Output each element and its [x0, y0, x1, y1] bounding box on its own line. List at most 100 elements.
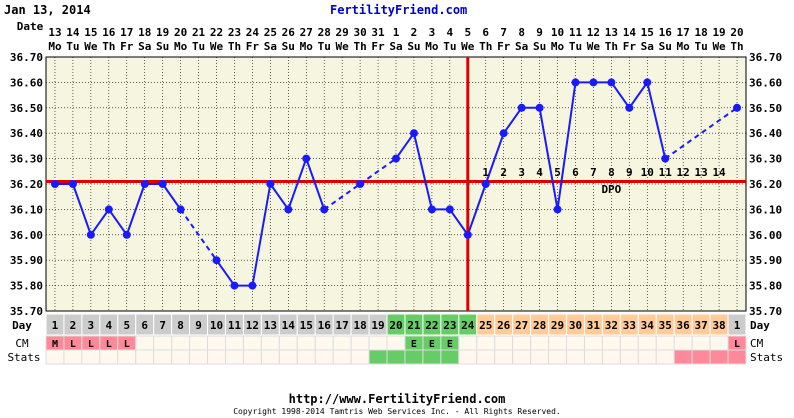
date-number: 15 — [84, 26, 97, 39]
day-number: 15 — [300, 319, 313, 332]
weekday-label: Th — [102, 40, 115, 53]
day-number: 10 — [210, 319, 223, 332]
date-number: 22 — [210, 26, 223, 39]
day-number: 24 — [461, 319, 475, 332]
cm-value: M — [52, 339, 58, 350]
cm-value: L — [124, 339, 130, 350]
day-number: 6 — [141, 319, 148, 332]
day-number: 17 — [336, 319, 349, 332]
date-number: 14 — [66, 26, 80, 39]
temp-point — [230, 281, 239, 290]
cm-cell — [296, 335, 316, 351]
temp-point — [427, 205, 436, 214]
date-number: 9 — [536, 26, 543, 39]
cm-cell — [242, 335, 262, 351]
stats-cell — [368, 349, 388, 365]
weekday-label: We — [461, 40, 475, 53]
date-number: 27 — [300, 26, 313, 39]
day-number: 2 — [70, 319, 77, 332]
day-number: 30 — [569, 319, 582, 332]
stats-row-label-left: Stats — [7, 351, 40, 364]
temp-point — [517, 103, 526, 112]
day-number: 35 — [659, 319, 672, 332]
date-number: 12 — [587, 26, 600, 39]
cm-cell — [512, 335, 532, 351]
temp-segment — [449, 208, 469, 236]
day-number: 38 — [712, 319, 725, 332]
weekday-label: Tu — [695, 40, 708, 53]
temp-segment — [538, 107, 559, 210]
weekday-label: Mo — [174, 40, 188, 53]
cm-cell — [314, 335, 334, 351]
temp-point — [481, 180, 490, 188]
temp-segment — [610, 81, 631, 109]
y-tick-left: 35.90 — [10, 254, 43, 267]
cm-cell — [260, 335, 280, 351]
bbt-chart: 36.70 36.70 36.60 36.60 36.50 36.50 36.40 36.40… — [7, 20, 783, 365]
day-number: 19 — [371, 319, 384, 332]
temp-segment — [502, 107, 523, 134]
stats-cell — [673, 349, 693, 365]
stats-cell — [422, 349, 442, 365]
day-number: 12 — [246, 319, 259, 332]
cm-cell — [278, 335, 298, 351]
temp-segment — [108, 208, 128, 236]
date-number: 2 — [411, 26, 418, 39]
temp-point — [625, 103, 634, 112]
weekday-label: Su — [407, 40, 420, 53]
weekday-label: Sa — [264, 40, 277, 53]
weekday-label: Th — [353, 40, 366, 53]
day-row-label-right: Day — [750, 319, 770, 332]
temp-point — [212, 256, 221, 265]
weekday-label: Th — [730, 40, 743, 53]
footer-copyright: Copyright 1998-2014 Tamtris Web Services… — [233, 407, 561, 416]
temp-segment — [484, 132, 505, 185]
stats-cell — [440, 349, 460, 365]
temp-point — [158, 180, 167, 188]
cm-cell — [135, 335, 155, 351]
date-number: 6 — [482, 26, 489, 39]
y-tick-right: 36.20 — [749, 178, 782, 191]
temp-point — [284, 205, 293, 214]
weekday-label: Sa — [641, 40, 654, 53]
cm-cell — [189, 335, 209, 351]
dpo-number: 7 — [590, 166, 597, 179]
date-number: 16 — [102, 26, 116, 39]
weekday-label: Sa — [515, 40, 528, 53]
temp-point — [607, 78, 616, 87]
temp-point — [392, 154, 400, 163]
day-number: 11 — [228, 319, 242, 332]
y-tick-right: 36.00 — [749, 229, 782, 242]
temp-point — [176, 205, 185, 214]
footer-url-link[interactable]: http://www.FertilityFriend.com — [288, 392, 506, 406]
cm-row-label-right: CM — [750, 337, 764, 350]
y-tick-left: 35.70 — [10, 305, 43, 318]
stats-cell — [99, 349, 119, 365]
cm-value: L — [70, 339, 76, 350]
stats-row-label-right: Stats — [750, 351, 783, 364]
day-number: 34 — [641, 319, 655, 332]
date-number: 18 — [138, 26, 151, 39]
temp-point — [445, 205, 454, 214]
y-tick-right: 36.50 — [749, 102, 782, 115]
temp-segment-dashed — [323, 183, 361, 211]
dpo-number: 14 — [712, 166, 726, 179]
date-number: 20 — [730, 26, 743, 39]
stats-cell — [260, 349, 280, 365]
stats-cell — [530, 349, 550, 365]
temp-point — [86, 230, 95, 239]
cm-cell — [583, 335, 603, 351]
stats-cell — [583, 349, 603, 365]
stats-cell — [386, 349, 406, 365]
y-tick-left: 36.00 — [10, 229, 43, 242]
chart-date: Jan 13, 2014 — [4, 3, 91, 17]
weekday-label: Su — [533, 40, 546, 53]
cm-cell — [494, 335, 514, 351]
cm-cell — [673, 335, 693, 351]
site-title-link[interactable]: FertilityFriend.com — [330, 3, 468, 17]
cm-cell — [386, 335, 406, 351]
date-number: 19 — [712, 26, 725, 39]
stats-cell — [63, 349, 83, 365]
stats-cell — [691, 349, 711, 365]
temp-point — [320, 205, 329, 214]
